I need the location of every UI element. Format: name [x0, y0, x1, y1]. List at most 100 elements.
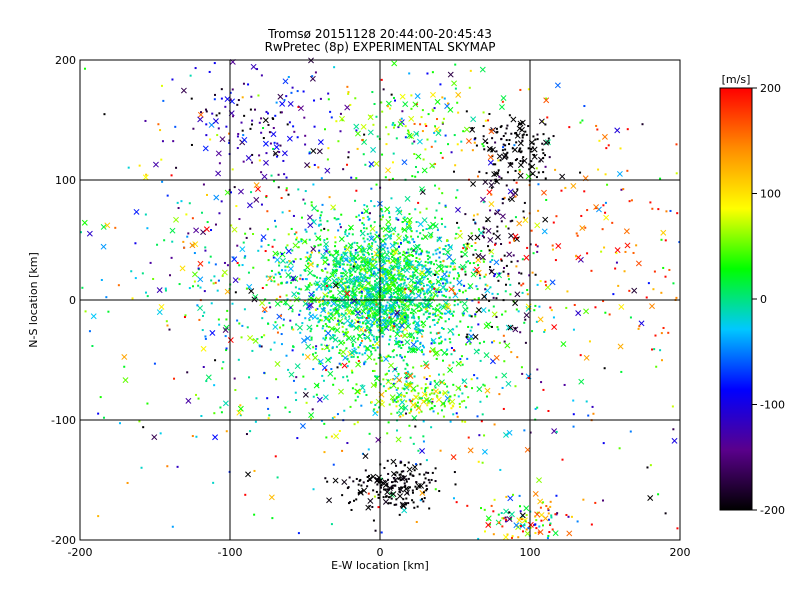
data-point — [324, 267, 327, 270]
data-point — [475, 285, 478, 288]
data-point-cross — [399, 93, 406, 100]
data-point — [287, 368, 290, 371]
data-point — [629, 430, 632, 433]
data-point — [367, 290, 370, 293]
data-point — [378, 291, 381, 294]
data-point-cross — [262, 140, 269, 147]
data-point — [170, 174, 173, 177]
data-point — [260, 345, 263, 348]
data-point-cross — [367, 129, 374, 136]
data-point — [330, 435, 333, 438]
data-point — [483, 340, 486, 343]
colorbar-tick-label: 0 — [760, 293, 767, 306]
data-point — [304, 278, 307, 281]
data-point — [468, 86, 471, 89]
data-point — [487, 119, 490, 122]
data-point — [319, 277, 322, 280]
data-point — [407, 477, 410, 480]
data-point — [472, 253, 475, 256]
data-point — [432, 253, 435, 256]
data-point-cross — [247, 335, 254, 341]
data-point — [396, 341, 399, 344]
data-point — [134, 277, 137, 280]
data-point — [545, 284, 548, 287]
data-point-cross — [479, 254, 486, 261]
data-point — [427, 402, 430, 405]
data-point — [405, 313, 408, 316]
data-point — [428, 312, 431, 315]
data-point — [424, 299, 427, 302]
data-point-cross — [337, 318, 344, 325]
data-point — [370, 273, 373, 276]
data-point — [492, 296, 495, 299]
data-point — [382, 287, 385, 290]
data-point — [275, 297, 278, 300]
data-point-cross — [419, 269, 425, 276]
data-point-cross — [200, 345, 207, 352]
data-point — [310, 336, 313, 339]
data-point — [326, 302, 329, 305]
data-point — [539, 506, 542, 509]
data-point — [205, 110, 208, 113]
data-point — [382, 305, 385, 308]
data-point — [298, 298, 301, 301]
data-point — [388, 311, 391, 314]
data-point — [364, 288, 367, 291]
data-point — [433, 348, 436, 351]
data-point — [367, 317, 370, 320]
data-point — [331, 271, 334, 274]
data-point — [118, 422, 121, 425]
data-point — [370, 187, 373, 190]
data-point — [605, 147, 608, 150]
data-point — [362, 237, 365, 240]
data-point — [426, 251, 429, 254]
data-point — [426, 404, 429, 407]
data-point — [437, 318, 440, 321]
data-point — [460, 355, 463, 358]
data-point — [506, 156, 509, 159]
data-point — [306, 262, 309, 265]
data-point — [404, 288, 407, 291]
data-point — [138, 164, 141, 167]
data-point-cross — [469, 126, 476, 133]
data-point — [330, 290, 333, 293]
data-point — [522, 282, 525, 285]
data-point — [525, 514, 528, 517]
data-point — [404, 234, 407, 237]
data-point — [372, 322, 375, 325]
data-point — [384, 290, 387, 293]
data-point-cross — [313, 382, 320, 389]
data-point — [420, 397, 423, 400]
data-point — [488, 523, 491, 526]
data-point — [323, 295, 326, 298]
data-point-cross — [408, 115, 415, 122]
data-point — [397, 304, 400, 307]
data-point — [675, 172, 678, 175]
data-point-cross — [507, 324, 514, 331]
data-point-cross — [279, 100, 286, 107]
data-point — [357, 491, 360, 494]
data-point — [466, 333, 469, 336]
data-point — [251, 153, 254, 156]
data-point — [397, 126, 400, 129]
data-point — [540, 519, 543, 522]
data-point-cross — [365, 292, 372, 299]
data-point — [362, 227, 365, 230]
data-point — [344, 270, 347, 273]
data-point — [323, 309, 326, 312]
data-point — [258, 121, 261, 124]
data-point — [604, 311, 607, 314]
data-point — [415, 481, 418, 484]
data-point — [470, 232, 473, 235]
data-point — [386, 432, 389, 435]
data-point — [420, 270, 423, 273]
data-point — [528, 274, 531, 277]
data-point — [400, 273, 403, 276]
data-point — [380, 484, 383, 487]
data-point — [439, 316, 442, 319]
data-point-cross — [456, 279, 463, 286]
data-point — [375, 490, 378, 493]
data-point — [425, 489, 428, 492]
data-point — [597, 168, 600, 171]
data-point-cross — [419, 186, 425, 193]
